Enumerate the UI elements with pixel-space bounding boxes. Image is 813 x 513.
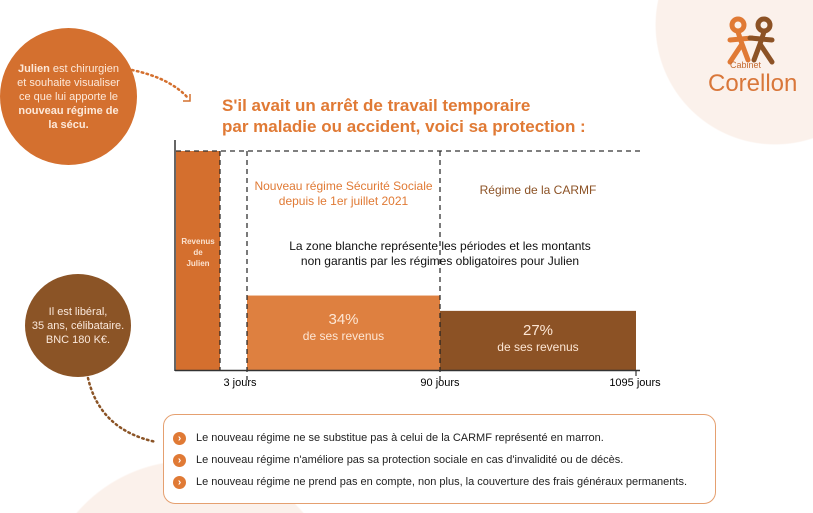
- chevron-right-icon: ›: [173, 453, 186, 467]
- intro-bubble: Julien est chirurgien et souhaite visual…: [0, 28, 137, 165]
- zone-blanche-label: La zone blanche représente les périodes …: [289, 239, 591, 268]
- note-item: › Le nouveau régime ne prend pas en compt…: [164, 471, 715, 493]
- chevron-right-icon: ›: [173, 475, 186, 489]
- carmf-label: Régime de la CARMF: [479, 183, 597, 197]
- bar-0: [176, 151, 220, 370]
- profile-line: 35 ans, célibataire.: [31, 319, 125, 332]
- logo-big-text: Corellon: [708, 70, 798, 97]
- logo: Cabinet Corellon: [700, 16, 800, 96]
- intro-text: est chirurgien et souhaite visualiser ce…: [17, 62, 120, 103]
- profile-line: BNC 180 K€.: [45, 333, 111, 346]
- logo-small-text: Cabinet: [730, 60, 762, 70]
- profile-bubble: Il est libéral, 35 ans, célibataire. BNC 1…: [25, 274, 131, 377]
- revenus-label: Revenus de Julien: [181, 237, 215, 268]
- bar-label-27: 27% de ses revenus: [497, 322, 579, 354]
- profile-line: Il est libéral,: [48, 305, 108, 318]
- intro-name: Julien: [18, 62, 50, 75]
- chevron-right-icon: ›: [173, 431, 186, 445]
- arrow-head-icon: [183, 94, 191, 102]
- note-item: › Le nouveau régime n'améliore pas sa pro…: [164, 449, 715, 471]
- notes-box: › Le nouveau régime ne se substitue pas à…: [163, 414, 716, 504]
- intro-bold-text: nouveau régime de la sécu.: [18, 104, 119, 131]
- bar-1: [247, 295, 440, 370]
- page-title: S'il avait un arrêt de travail temporair…: [222, 96, 586, 136]
- x-tick-90: 90 jours: [420, 377, 460, 389]
- logo-figures-icon: [727, 16, 775, 65]
- x-tick-1095: 1095 jours: [609, 377, 661, 389]
- note-item: › Le nouveau régime ne se substitue pas à…: [164, 427, 715, 449]
- nouveau-regime-label: Nouveau régime Sécurité Sociale depuis le…: [254, 179, 433, 208]
- x-tick-3: 3 jours: [223, 377, 257, 389]
- bar-2: [440, 310, 636, 370]
- bar-label-34: 34% de ses revenus: [302, 311, 385, 343]
